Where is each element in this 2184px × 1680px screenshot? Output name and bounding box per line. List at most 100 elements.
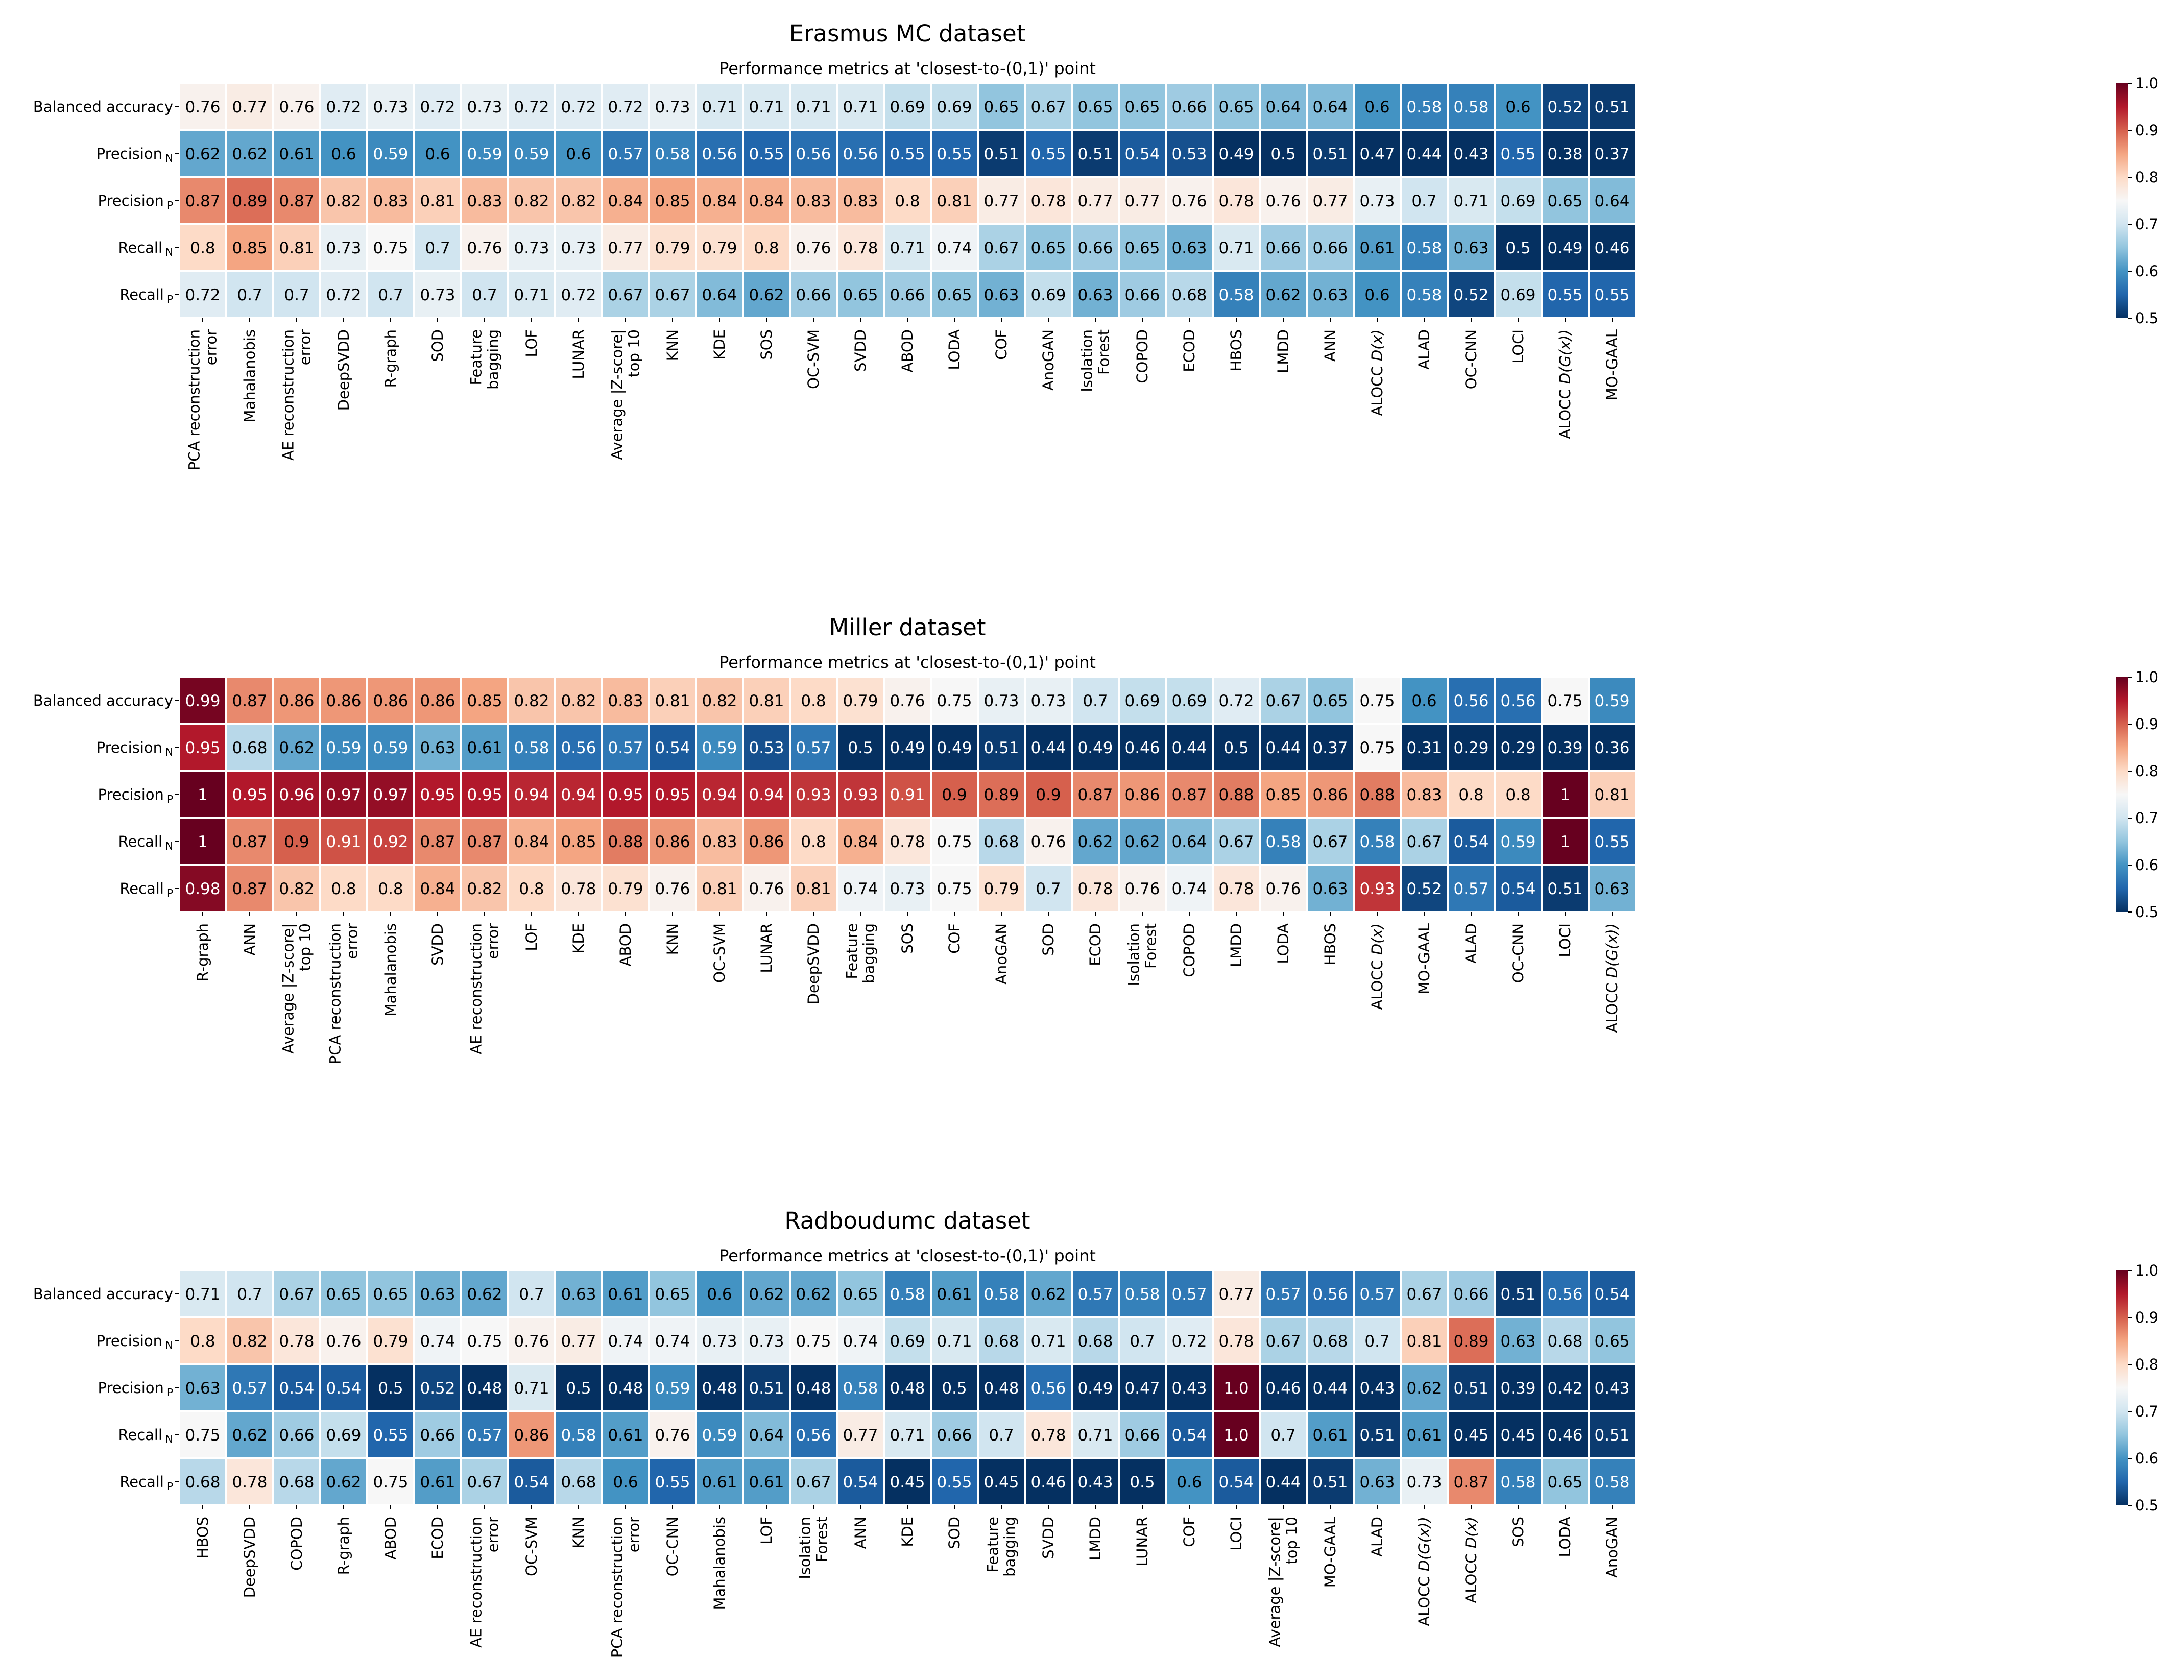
heatmap-cell xyxy=(319,176,368,225)
heatmap-cell xyxy=(319,1410,368,1459)
cell-value-label: 0.65 xyxy=(843,1285,878,1304)
cell-value-label: 0.73 xyxy=(373,98,408,116)
cell-value-label: 0.83 xyxy=(1406,786,1442,804)
cell-value-label: 0.68 xyxy=(185,1473,220,1492)
cell-value-label: 0.84 xyxy=(843,833,878,851)
cell-value-label: 0.57 xyxy=(1359,1285,1395,1304)
cell-value-label: 0.73 xyxy=(514,239,549,257)
cell-value-label: 0.56 xyxy=(702,145,737,163)
cell-value-label: 1.0 xyxy=(1223,1426,1249,1445)
heatmap-cell xyxy=(1165,82,1214,131)
column-label: top 10 xyxy=(626,329,643,377)
cell-value-label: 0.51 xyxy=(1453,1379,1489,1398)
cell-value-label: 0.43 xyxy=(1359,1379,1395,1398)
cell-value-label: 0.77 xyxy=(1218,1285,1254,1304)
colorbar-tick-label: 0.5 xyxy=(2135,1497,2158,1514)
heatmap-cell xyxy=(883,1457,932,1506)
heatmap-cell xyxy=(1400,817,1449,866)
heatmap-cell xyxy=(319,1457,368,1506)
heatmap-cell xyxy=(1541,817,1590,866)
heatmap-cell xyxy=(930,82,979,131)
cell-value-label: 0.86 xyxy=(279,692,314,710)
heatmap-cell xyxy=(695,864,744,913)
cell-value-label: 0.65 xyxy=(1124,239,1160,257)
heatmap-cell xyxy=(507,270,556,319)
cell-value-label: 0.65 xyxy=(937,286,972,304)
heatmap-cell xyxy=(648,176,697,225)
heatmap-cell xyxy=(507,723,556,772)
heatmap-cell xyxy=(1071,129,1120,178)
heatmap-cell xyxy=(883,176,932,225)
cell-value-label: 0.68 xyxy=(232,739,267,757)
colorbar-tick-label: 0.8 xyxy=(2135,169,2158,186)
heatmap-cell xyxy=(413,1316,462,1365)
cell-value-label: 0.59 xyxy=(467,145,502,163)
cell-value-label: 0.68 xyxy=(1077,1332,1113,1351)
cell-value-label: 0.49 xyxy=(1077,739,1113,757)
cell-value-label: 0.86 xyxy=(420,692,455,710)
heatmap-cell xyxy=(319,676,368,725)
column-label: LODA xyxy=(1275,923,1292,964)
cell-value-label: 0.63 xyxy=(1312,286,1348,304)
cell-value-label: 0.93 xyxy=(796,786,831,804)
heatmap-cell xyxy=(1588,723,1637,772)
heatmap-cell xyxy=(366,723,415,772)
cell-value-label: 0.29 xyxy=(1453,739,1489,757)
heatmap-cell xyxy=(1118,864,1167,913)
heatmap-cell xyxy=(1212,176,1261,225)
column-label: LUNAR xyxy=(758,923,775,973)
cell-value-label: 0.6 xyxy=(1177,1473,1202,1492)
cell-value-label: 0.62 xyxy=(279,739,314,757)
column-label: SOD xyxy=(429,329,446,362)
column-label: Forest xyxy=(1095,329,1113,375)
heatmap-cell xyxy=(1259,770,1308,819)
heatmap-cell xyxy=(1541,1410,1590,1459)
cell-value-label: 0.76 xyxy=(655,880,690,898)
cell-value-label: 0.5 xyxy=(378,1379,403,1398)
column-label: LOCI xyxy=(1228,1517,1245,1551)
cell-value-label: 0.63 xyxy=(1594,880,1629,898)
heatmap-cell xyxy=(1541,676,1590,725)
cell-value-label: 0.59 xyxy=(702,739,737,757)
heatmap-cell xyxy=(1212,82,1261,131)
cell-value-label: 0.83 xyxy=(702,833,737,851)
cell-value-label: 0.37 xyxy=(1312,739,1348,757)
column-label: bagging xyxy=(860,923,878,983)
heatmap-cell xyxy=(1024,82,1073,131)
heatmap-cell xyxy=(1353,176,1402,225)
heatmap-cell xyxy=(413,176,462,225)
column-label: SOS xyxy=(899,923,916,954)
cell-value-label: 0.51 xyxy=(983,145,1019,163)
heatmap-cell xyxy=(1588,1269,1637,1318)
cell-value-label: 0.82 xyxy=(279,880,314,898)
column-label: error xyxy=(203,329,220,365)
column-label: error xyxy=(344,923,361,959)
cell-value-label: 0.67 xyxy=(1030,98,1066,116)
chart-subtitle: Performance metrics at 'closest-to-(0,1)… xyxy=(719,653,1096,672)
heatmap-cell xyxy=(930,1269,979,1318)
heatmap-cell xyxy=(930,1316,979,1365)
heatmap-cell xyxy=(272,1363,321,1412)
cell-value-label: 0.75 xyxy=(937,833,972,851)
heatmap-cell xyxy=(1118,676,1167,725)
column-label: error xyxy=(626,1517,643,1552)
cell-value-label: 1 xyxy=(1560,833,1570,851)
cell-value-label: 0.8 xyxy=(801,692,826,710)
cell-value-label: 0.72 xyxy=(326,98,361,116)
cell-value-label: 0.59 xyxy=(326,739,361,757)
heatmap-cell xyxy=(1353,1457,1402,1506)
heatmap-cell xyxy=(1024,176,1073,225)
column-label: LOCI xyxy=(1556,923,1574,957)
heatmap-cell xyxy=(1494,1363,1543,1412)
heatmap-cell xyxy=(1494,676,1543,725)
cell-value-label: 0.51 xyxy=(1077,145,1113,163)
row-label: Precision P xyxy=(98,192,173,211)
heatmap-cell xyxy=(695,770,744,819)
column-label: AnoGAN xyxy=(1603,1517,1621,1578)
cell-value-label: 0.58 xyxy=(843,1379,878,1398)
cell-value-label: 0.62 xyxy=(1265,286,1301,304)
cell-value-label: 0.44 xyxy=(1312,1379,1348,1398)
cell-value-label: 0.71 xyxy=(890,239,925,257)
cell-value-label: 0.81 xyxy=(655,692,690,710)
cell-value-label: 0.71 xyxy=(702,98,737,116)
